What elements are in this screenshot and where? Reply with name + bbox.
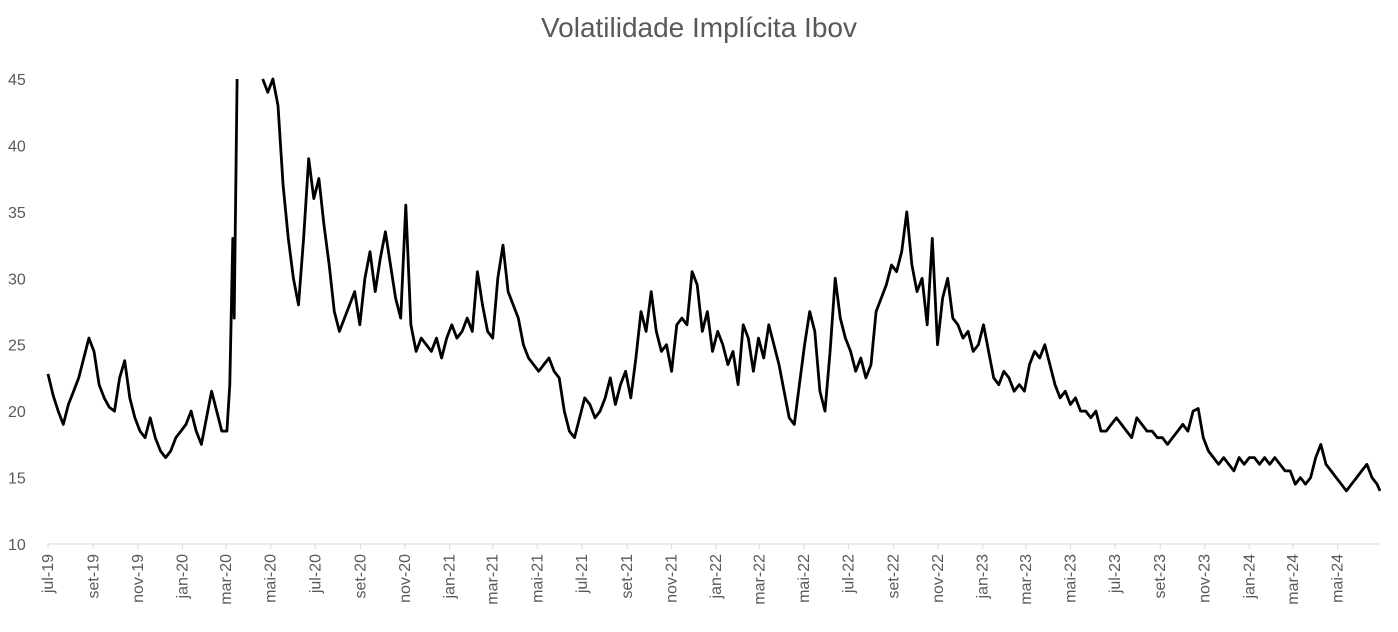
y-tick-label: 20 (8, 404, 26, 421)
x-tick-label: set-20 (353, 554, 370, 599)
x-tick-label: set-22 (886, 554, 903, 599)
x-tick-label: nov-20 (397, 554, 414, 603)
x-tick-label: nov-22 (930, 554, 947, 603)
x-tick-label: jan-24 (1241, 554, 1258, 600)
x-tick-label: jan-22 (708, 554, 725, 600)
x-tick-label: jul-19 (40, 554, 57, 594)
x-tick-label: mai-22 (796, 554, 813, 603)
y-tick-label: 35 (8, 205, 26, 222)
x-tick-label: nov-21 (664, 554, 681, 603)
y-tick-label: 15 (8, 471, 26, 488)
x-axis-ticks: jul-19 set-19 nov-19 jan-20 mar-20 mai-20 jul-… (40, 544, 1347, 605)
y-tick-label: 45 (8, 72, 26, 89)
x-tick-label: jul-21 (574, 554, 591, 594)
x-tick-label: jan-20 (174, 554, 191, 600)
y-tick-label: 40 (8, 138, 26, 155)
series-layer (46, 77, 1382, 493)
x-tick-label: mai-20 (263, 554, 280, 603)
series-line (261, 77, 1382, 493)
x-tick-label: mar-23 (1018, 554, 1035, 605)
x-tick-label: set-23 (1152, 554, 1169, 599)
x-tick-label: jul-23 (1107, 554, 1124, 594)
x-tick-label: nov-19 (130, 554, 147, 603)
x-tick-label: mar-20 (218, 554, 235, 605)
y-tick-label: 10 (8, 537, 26, 554)
x-tick-label: jul-20 (307, 554, 324, 594)
series-line (46, 78, 239, 459)
x-tick-label: jan-21 (442, 554, 459, 600)
x-tick-label: mai-23 (1062, 554, 1079, 603)
x-tick-label: mar-21 (485, 554, 502, 605)
x-tick-label: nov-23 (1197, 554, 1214, 603)
x-tick-label: jul-22 (840, 554, 857, 594)
x-tick-label: mai-21 (529, 554, 546, 603)
y-tick-label: 25 (8, 338, 26, 355)
x-tick-label: mar-22 (751, 554, 768, 605)
y-tick-label: 30 (8, 271, 26, 288)
x-tick-label: jan-23 (975, 554, 992, 600)
x-tick-label: mar-24 (1285, 554, 1302, 605)
x-tick-label: set-19 (85, 554, 102, 599)
chart-title: Volatilidade Implícita Ibov (541, 12, 857, 43)
x-tick-label: set-21 (619, 554, 636, 599)
x-tick-label: mai-24 (1330, 554, 1347, 603)
y-axis-ticks: 10 15 20 25 30 35 40 45 (8, 72, 26, 554)
